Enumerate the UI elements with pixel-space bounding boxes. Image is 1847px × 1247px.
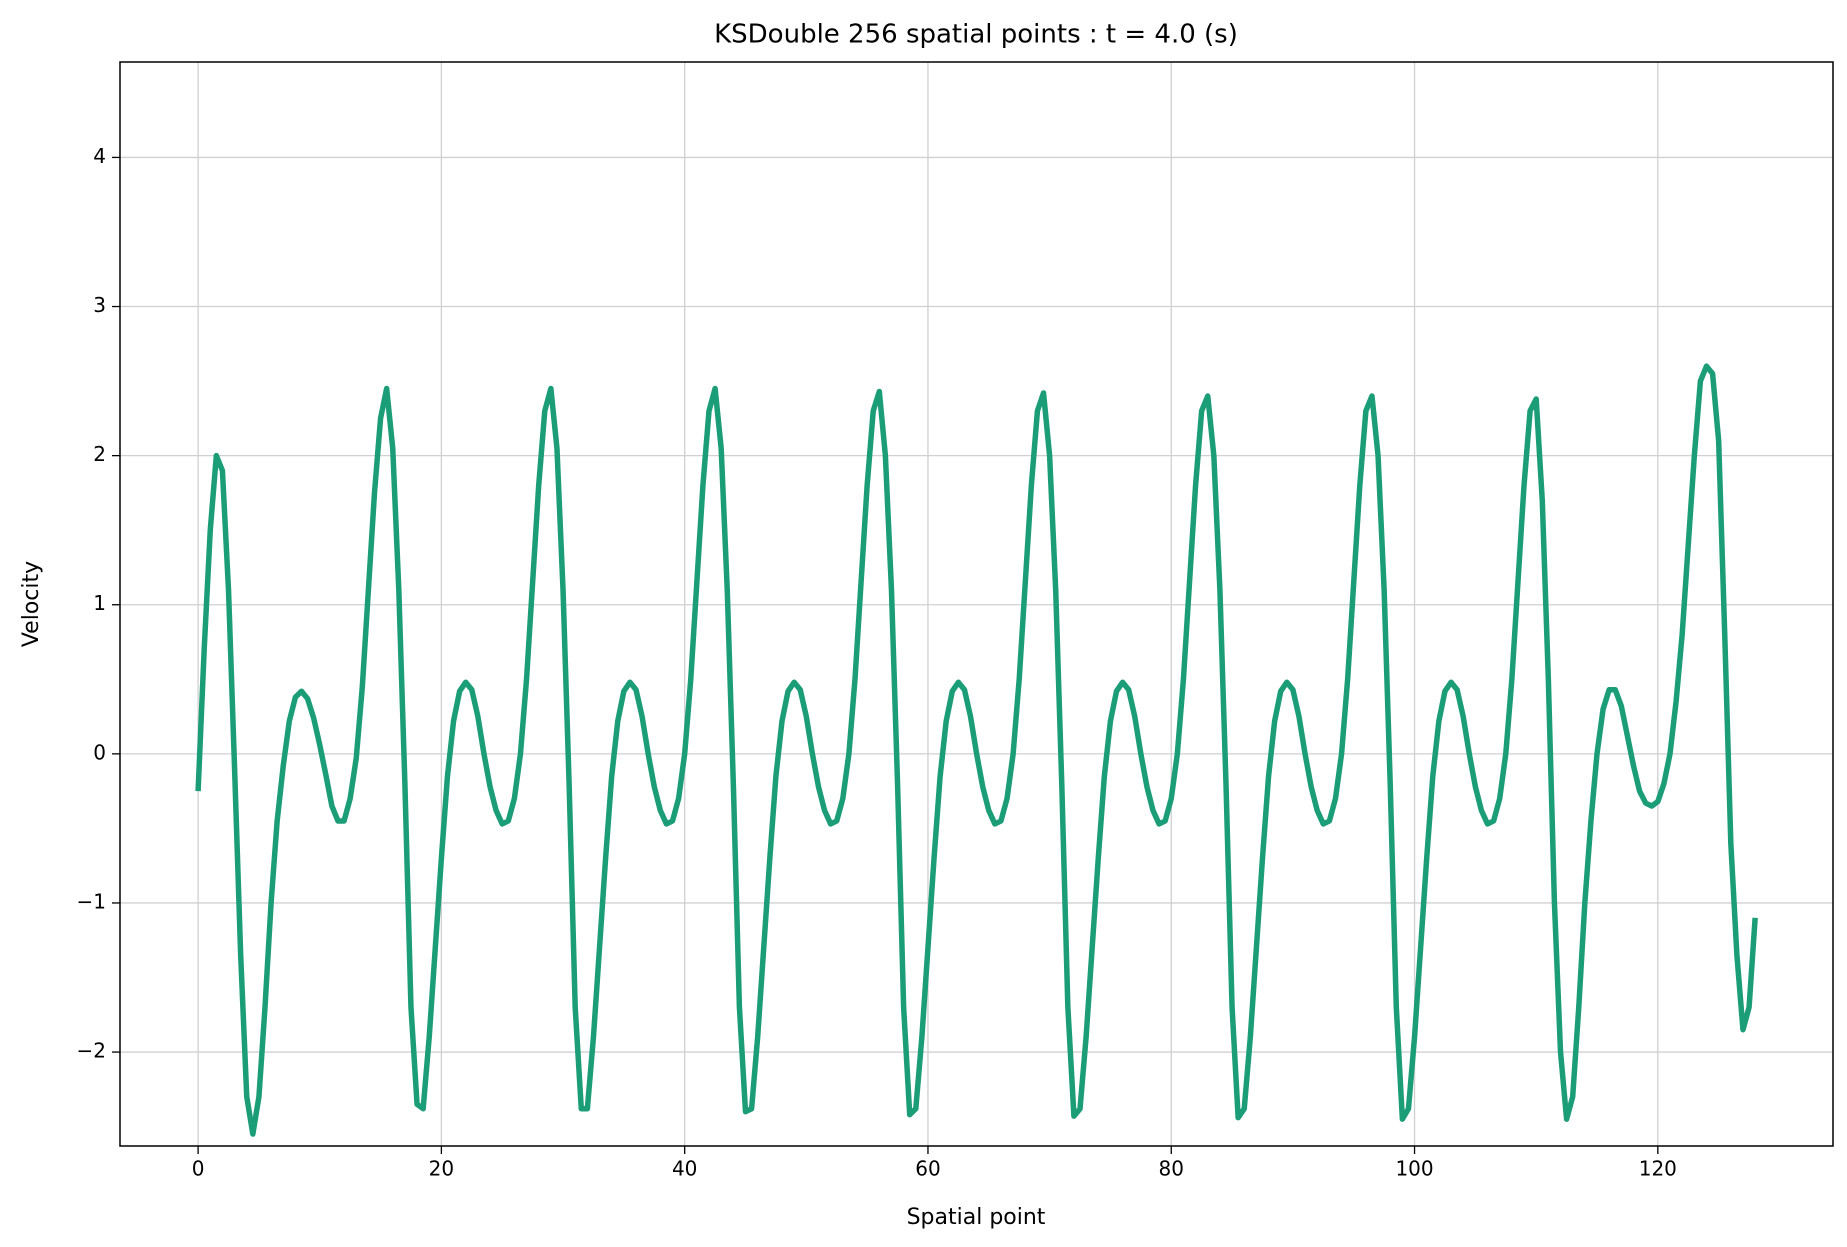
y-tick-label: −1 (77, 889, 106, 913)
x-axis-label: Spatial point (907, 1205, 1046, 1230)
chart-title: KSDouble 256 spatial points : t = 4.0 (s… (714, 20, 1238, 50)
y-tick-label: 2 (93, 442, 106, 466)
x-tick-label: 20 (429, 1157, 454, 1181)
x-tick-label: 40 (672, 1157, 697, 1181)
plot-frame (119, 61, 1834, 1147)
y-axis-label: Velocity (19, 561, 44, 647)
x-tick-label: 120 (1639, 1157, 1677, 1181)
y-tick-label: 1 (93, 591, 106, 615)
y-tick-label: 3 (93, 293, 106, 317)
x-tick-label: 0 (192, 1157, 205, 1181)
x-tick-label: 80 (1159, 1157, 1184, 1181)
x-tick-label: 60 (915, 1157, 940, 1181)
x-tick-label: 100 (1395, 1157, 1433, 1181)
y-tick-label: −2 (77, 1039, 106, 1063)
y-tick-label: 0 (93, 740, 106, 764)
y-tick-label: 4 (93, 144, 106, 168)
line (195, 363, 1758, 1137)
